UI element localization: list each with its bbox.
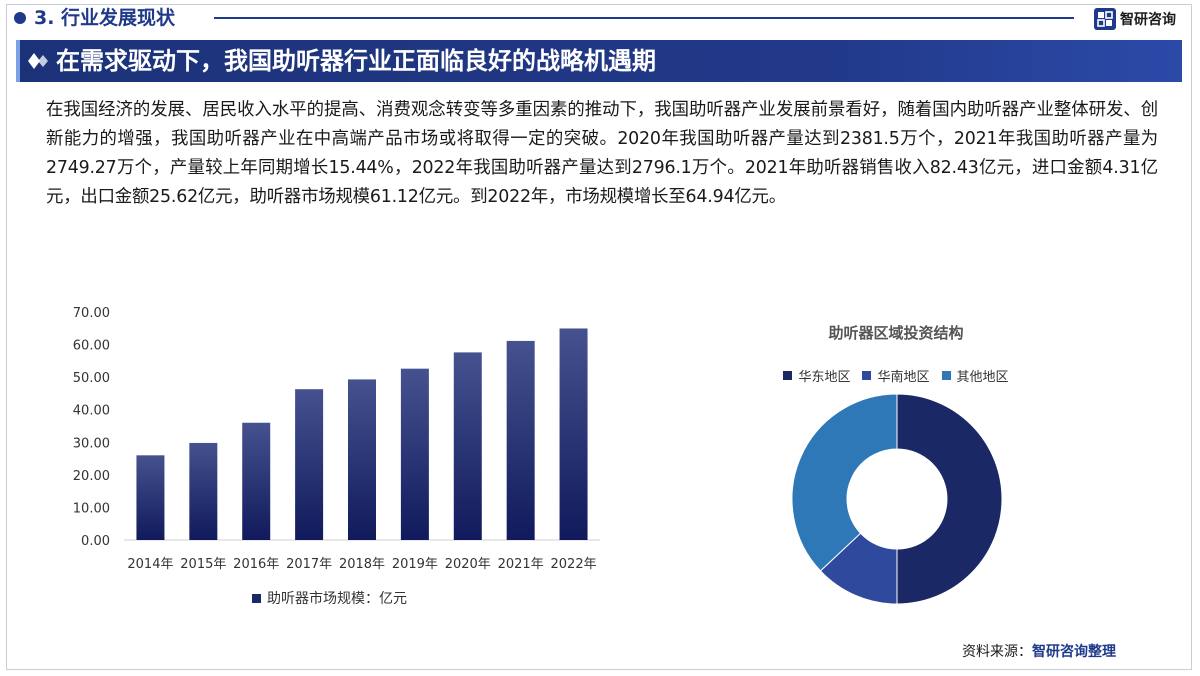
x-tick-label: 2018年 [339, 557, 385, 572]
pie-slice-other [791, 393, 898, 572]
x-tick-label: 2014年 [127, 557, 173, 572]
bar-legend: 助听器市场规模：亿元 [252, 588, 407, 608]
x-tick-label: 2021年 [498, 557, 544, 572]
bar [189, 442, 218, 540]
bar [400, 368, 429, 540]
brand-logo: 智研咨询 [1094, 7, 1176, 31]
x-tick-label: 2016年 [233, 557, 279, 572]
pie-legend-label-other: 其他地区 [956, 370, 1009, 385]
y-tick-label: 0.00 [81, 534, 110, 549]
region-investment-donut-chart [791, 393, 1003, 605]
bar [559, 328, 588, 540]
pie-legend-label-east: 华东地区 [798, 370, 851, 385]
slide-frame [6, 4, 1192, 670]
section-bullet [14, 12, 26, 24]
pie-legend: 华东地区 华南地区 其他地区 [700, 366, 1092, 385]
headline-banner: 在需求驱动下，我国助听器行业正面临良好的战略机遇期 [16, 40, 1182, 82]
y-tick-label: 60.00 [73, 339, 110, 354]
bar [348, 379, 376, 540]
pie-legend-item-south: 华南地区 [862, 366, 930, 385]
x-tick-label: 2020年 [445, 557, 491, 572]
header-divider [214, 17, 1074, 19]
diamond-icon [28, 53, 48, 69]
bar [453, 352, 482, 540]
source-label: 资料来源： [962, 644, 1032, 660]
y-tick-label: 40.00 [73, 404, 110, 419]
pie-legend-item-other: 其他地区 [941, 366, 1009, 385]
bar [295, 389, 324, 540]
bar [242, 422, 271, 540]
y-tick-label: 50.00 [73, 371, 110, 386]
x-tick-label: 2017年 [286, 557, 332, 572]
bar [136, 455, 165, 540]
brand-name: 智研咨询 [1120, 12, 1176, 28]
source-value: 智研咨询整理 [1032, 644, 1116, 660]
source-note: 资料来源：智研咨询整理 [962, 641, 1116, 661]
x-tick-label: 2019年 [392, 557, 438, 572]
y-tick-label: 20.00 [73, 469, 110, 484]
x-tick-label: 2015年 [180, 557, 226, 572]
pie-legend-swatch-east [783, 371, 793, 380]
y-tick-label: 30.00 [73, 436, 110, 451]
pie-legend-swatch-other [941, 371, 951, 380]
bar [506, 340, 535, 540]
section-title: 3. 行业发展现状 [34, 7, 176, 29]
bar-legend-swatch [252, 593, 261, 603]
y-tick-label: 70.00 [73, 306, 110, 321]
pie-legend-item-east: 华东地区 [783, 366, 850, 385]
pie-legend-label-south: 华南地区 [877, 370, 930, 385]
bar-legend-label: 助听器市场规模：亿元 [267, 591, 407, 607]
pie-chart-title: 助听器区域投资结构 [828, 324, 964, 342]
headline-title: 在需求驱动下，我国助听器行业正面临良好的战略机遇期 [56, 47, 656, 75]
brand-icon [1094, 8, 1116, 30]
pie-slice-east [896, 393, 1003, 605]
market-size-bar-chart: 0.00 10.00 20.00 30.00 40.00 50.00 60.00 70.00 2… [73, 306, 600, 572]
y-tick-label: 10.00 [73, 501, 110, 516]
body-paragraph: 在我国经济的发展、居民收入水平的提高、消费观念转变等多重因素的推动下，我国助听器… [46, 100, 1158, 207]
x-tick-label: 2022年 [551, 557, 597, 572]
pie-legend-swatch-south [862, 371, 872, 380]
